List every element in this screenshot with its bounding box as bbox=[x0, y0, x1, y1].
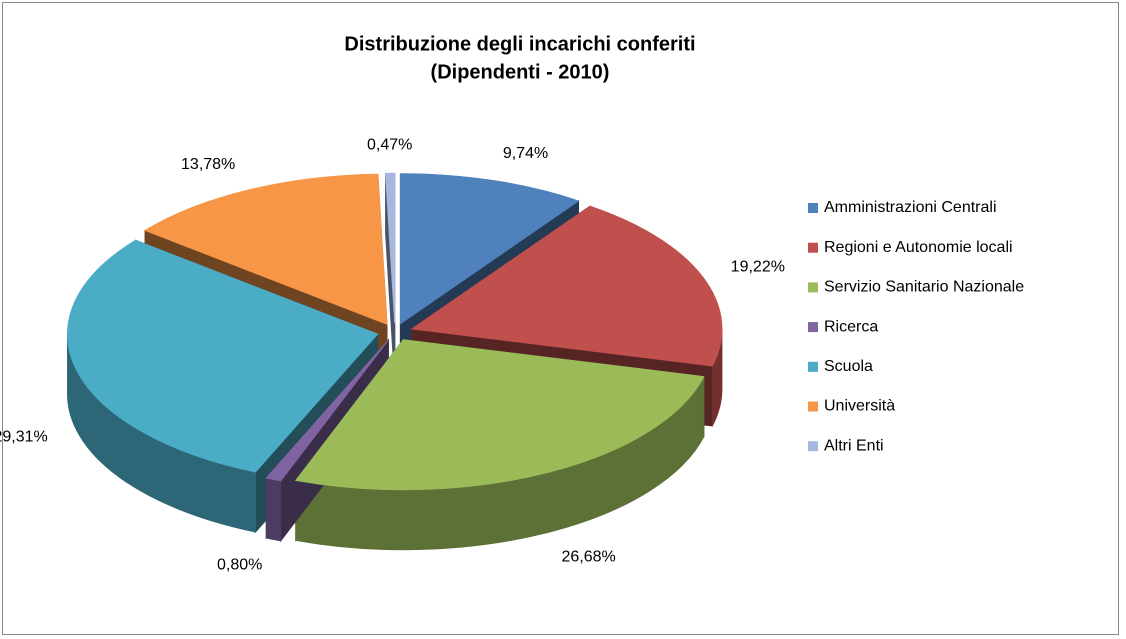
legend-label: Università bbox=[824, 398, 895, 415]
legend-label: Scuola bbox=[824, 358, 873, 375]
chart-title: Distribuzione degli incarichi conferiti bbox=[344, 33, 695, 55]
legend-swatch bbox=[808, 322, 818, 333]
chart-subtitle: (Dipendenti - 2010) bbox=[431, 61, 610, 83]
legend-label: Altri Enti bbox=[824, 437, 884, 454]
legend-swatch bbox=[808, 282, 818, 293]
legend-swatch bbox=[808, 401, 818, 412]
data-label: 13,78% bbox=[181, 156, 235, 173]
slice bbox=[67, 239, 379, 473]
legend-label: Servizio Sanitario Nazionale bbox=[824, 279, 1024, 296]
slice bbox=[385, 172, 396, 324]
data-label: 9,74% bbox=[503, 145, 548, 162]
slice bbox=[399, 173, 580, 325]
data-label: 0,47% bbox=[367, 137, 412, 154]
legend-swatch bbox=[808, 203, 818, 213]
slice-tops bbox=[67, 172, 723, 491]
data-label: 29,31% bbox=[0, 429, 48, 446]
legend-label: Ricerca bbox=[824, 318, 878, 335]
legend-label: Regioni e Autonomie locali bbox=[824, 239, 1013, 256]
slice-side bbox=[265, 477, 282, 542]
slice bbox=[294, 339, 705, 491]
legend-swatch bbox=[808, 361, 818, 372]
data-label: 26,68% bbox=[562, 549, 616, 566]
legend-label: Amministrazioni Centrali bbox=[824, 199, 997, 216]
slice bbox=[143, 173, 388, 325]
data-label: 19,22% bbox=[731, 258, 785, 275]
legend-swatch bbox=[808, 441, 818, 452]
slice bbox=[410, 205, 723, 367]
data-label: 0,80% bbox=[217, 557, 262, 574]
legend-swatch bbox=[808, 242, 818, 253]
slice bbox=[265, 339, 389, 482]
